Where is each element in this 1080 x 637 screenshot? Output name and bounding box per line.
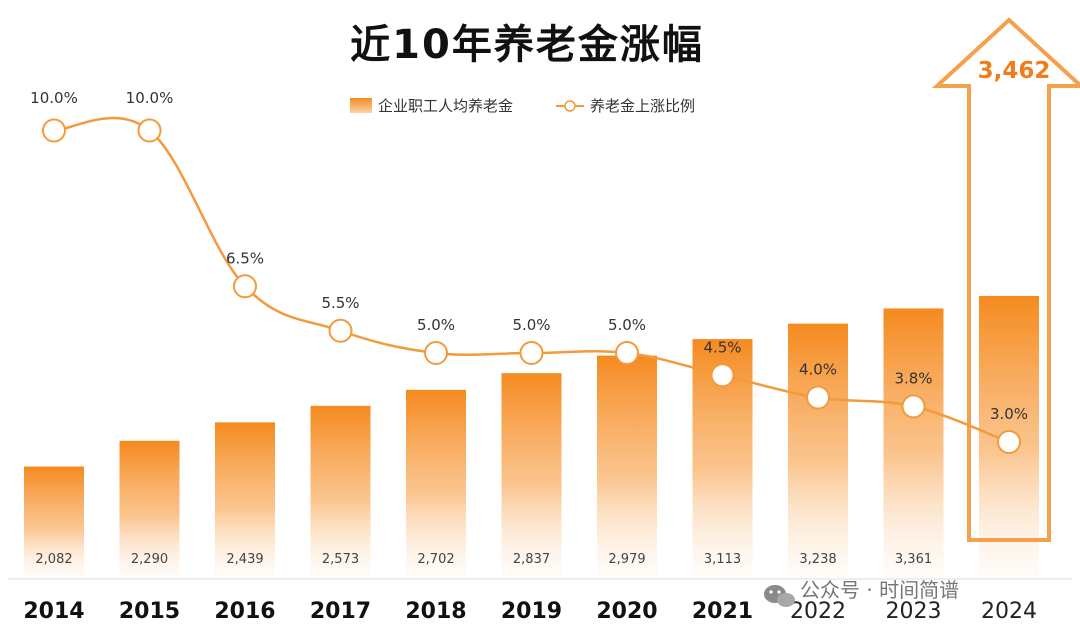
line-point-2021 <box>710 363 735 388</box>
line-value-label-2021: 4.5% <box>703 338 741 356</box>
bar-value-label-2014: 2,082 <box>35 552 72 567</box>
bar-2017 <box>310 405 371 578</box>
line-value-label-2020: 5.0% <box>608 316 646 334</box>
line-value-label-2024: 3.0% <box>990 405 1028 423</box>
line-point-2022 <box>806 385 830 410</box>
bar-value-label-2020: 2,979 <box>608 552 645 567</box>
line-value-label-2023: 3.8% <box>894 369 932 387</box>
bar-value-label-2017: 2,573 <box>322 552 359 567</box>
x-tick-label-2021: 2021 <box>692 599 753 624</box>
bar-value-label-2023: 3,361 <box>895 552 932 567</box>
legend-label-bar: 企业职工人均养老金 <box>378 97 513 115</box>
line-value-label-2016: 6.5% <box>226 249 264 267</box>
highlight-value-label: 3,462 <box>978 58 1051 84</box>
legend-swatch-marker <box>564 100 576 112</box>
bar-2022 <box>788 323 848 578</box>
bar-2018 <box>406 389 466 578</box>
legend-label-line: 养老金上涨比例 <box>590 97 695 115</box>
bar-value-label-2021: 3,113 <box>704 552 741 567</box>
bar-value-label-2018: 2,702 <box>417 552 454 567</box>
line-point-2014 <box>42 118 66 143</box>
bar-2020 <box>597 355 657 578</box>
line-point-2017 <box>328 318 353 343</box>
x-tick-label-2014: 2014 <box>23 599 84 624</box>
bar-value-label-2019: 2,837 <box>513 552 550 567</box>
x-tick-label-2020: 2020 <box>596 599 657 624</box>
x-tick-label-2024: 2024 <box>981 599 1037 624</box>
bar-value-label-2015: 2,290 <box>131 552 168 567</box>
x-tick-label-2017: 2017 <box>310 599 371 624</box>
x-tick-label-2022: 2022 <box>790 599 846 624</box>
bar-value-label-2016: 2,439 <box>226 552 263 567</box>
x-tick-label-2018: 2018 <box>405 599 466 624</box>
x-tick-label-2016: 2016 <box>214 599 275 624</box>
series-line-growth-rate <box>53 116 1010 444</box>
highlight-arrow <box>931 17 1080 542</box>
bar-2023 <box>883 308 944 578</box>
watermark: 公众号 · 时间简谱 <box>800 578 959 602</box>
x-tick-label-2015: 2015 <box>119 599 180 624</box>
line-value-label-2015: 10.0% <box>126 89 174 107</box>
line-point-2015 <box>137 118 162 143</box>
bar-2019 <box>501 373 562 578</box>
bar-2016 <box>215 422 275 578</box>
line-value-label-2017: 5.5% <box>321 294 359 312</box>
legend-swatch-bar <box>350 98 372 113</box>
line-point-2019 <box>519 341 544 365</box>
bar-value-label-2022: 3,238 <box>799 552 836 567</box>
bar-2014 <box>24 466 84 578</box>
line-value-label-2018: 5.0% <box>417 316 455 334</box>
line-value-label-2014: 10.0% <box>30 89 78 107</box>
bar-2015 <box>119 440 180 578</box>
line-point-2023 <box>901 394 926 419</box>
chart-title: 近10年养老金涨幅 <box>350 22 704 68</box>
wechat-icon <box>764 585 795 607</box>
line-point-2018 <box>424 341 448 365</box>
x-tick-label-2019: 2019 <box>501 599 562 624</box>
legend: 企业职工人均养老金 养老金上涨比例 <box>350 97 695 115</box>
line-point-2020 <box>615 341 639 365</box>
line-value-label-2019: 5.0% <box>512 316 550 334</box>
line-point-2024 <box>997 430 1021 454</box>
line-point-2016 <box>233 274 257 299</box>
line-value-label-2022: 4.0% <box>799 361 837 379</box>
x-tick-label-2023: 2023 <box>886 599 942 624</box>
